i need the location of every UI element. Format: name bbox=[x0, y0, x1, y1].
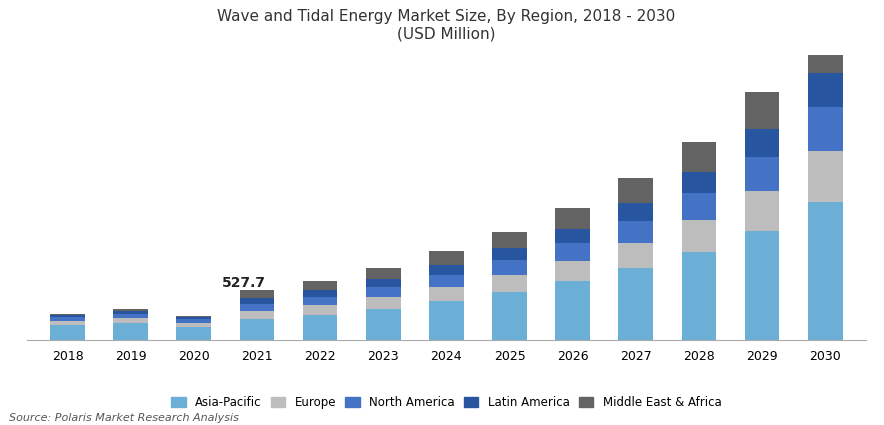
Bar bbox=[492, 292, 527, 340]
Bar bbox=[744, 191, 780, 231]
Bar bbox=[50, 325, 85, 340]
Bar bbox=[555, 208, 591, 229]
Bar bbox=[240, 304, 274, 311]
Bar bbox=[429, 265, 464, 275]
Bar bbox=[619, 203, 653, 221]
Bar bbox=[366, 309, 400, 340]
Bar bbox=[113, 318, 149, 323]
Bar bbox=[744, 231, 780, 340]
Bar bbox=[302, 315, 338, 340]
Bar bbox=[50, 314, 85, 315]
Bar bbox=[113, 311, 149, 314]
Bar bbox=[619, 243, 653, 268]
Bar bbox=[50, 321, 85, 325]
Bar bbox=[429, 251, 464, 265]
Bar bbox=[302, 297, 338, 305]
Bar bbox=[808, 151, 842, 202]
Bar bbox=[492, 260, 527, 275]
Bar bbox=[50, 315, 85, 317]
Text: Source: Polaris Market Research Analysis: Source: Polaris Market Research Analysis bbox=[9, 413, 239, 423]
Bar bbox=[113, 309, 149, 311]
Bar bbox=[366, 279, 400, 287]
Bar bbox=[619, 268, 653, 340]
Bar bbox=[808, 108, 842, 151]
Bar bbox=[429, 275, 464, 287]
Bar bbox=[113, 314, 149, 318]
Bar bbox=[492, 248, 527, 260]
Bar bbox=[240, 319, 274, 340]
Bar bbox=[682, 221, 716, 252]
Bar bbox=[492, 232, 527, 248]
Bar bbox=[177, 316, 211, 317]
Bar bbox=[682, 172, 716, 193]
Bar bbox=[682, 193, 716, 221]
Bar bbox=[50, 317, 85, 321]
Bar bbox=[429, 301, 464, 340]
Bar bbox=[177, 327, 211, 340]
Legend: Asia-Pacific, Europe, North America, Latin America, Middle East & Africa: Asia-Pacific, Europe, North America, Lat… bbox=[167, 391, 726, 414]
Bar bbox=[177, 317, 211, 320]
Bar bbox=[366, 287, 400, 298]
Bar bbox=[366, 298, 400, 309]
Bar bbox=[555, 229, 591, 243]
Bar bbox=[619, 221, 653, 243]
Bar bbox=[177, 323, 211, 327]
Bar bbox=[113, 323, 149, 340]
Bar bbox=[682, 252, 716, 340]
Text: 527.7: 527.7 bbox=[222, 275, 266, 289]
Bar bbox=[808, 202, 842, 340]
Bar bbox=[555, 281, 591, 340]
Bar bbox=[302, 305, 338, 315]
Bar bbox=[619, 178, 653, 203]
Bar bbox=[240, 311, 274, 319]
Bar bbox=[240, 290, 274, 298]
Bar bbox=[177, 320, 211, 323]
Bar bbox=[682, 142, 716, 172]
Bar bbox=[429, 287, 464, 301]
Bar bbox=[808, 73, 842, 108]
Bar bbox=[744, 91, 780, 130]
Bar bbox=[302, 280, 338, 290]
Bar bbox=[744, 130, 780, 157]
Bar bbox=[555, 243, 591, 261]
Bar bbox=[744, 157, 780, 191]
Bar bbox=[366, 268, 400, 279]
Title: Wave and Tidal Energy Market Size, By Region, 2018 - 2030
(USD Million): Wave and Tidal Energy Market Size, By Re… bbox=[217, 9, 675, 42]
Bar bbox=[555, 261, 591, 281]
Bar bbox=[240, 298, 274, 304]
Bar bbox=[808, 24, 842, 73]
Bar bbox=[302, 290, 338, 297]
Bar bbox=[492, 275, 527, 292]
